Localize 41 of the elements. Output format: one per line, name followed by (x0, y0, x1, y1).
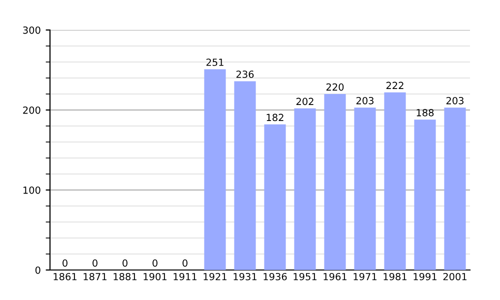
data-label: 203 (356, 96, 374, 104)
data-label: 222 (386, 82, 404, 89)
bar (264, 124, 286, 270)
x-tick-label: 1936 (264, 272, 287, 280)
bar (444, 108, 466, 270)
x-tick-label: 1871 (84, 272, 106, 280)
x-tick-label: 1991 (414, 272, 436, 280)
x-tick-label: 1931 (234, 272, 256, 280)
bar (204, 69, 226, 270)
data-label: 182 (266, 114, 284, 122)
y-tick-label: 0 (35, 266, 40, 274)
bar (384, 92, 406, 270)
data-label: 0 (92, 259, 98, 267)
y-tick-label: 300 (23, 26, 40, 34)
bar (324, 94, 346, 270)
data-label: 0 (152, 259, 158, 267)
bar (294, 108, 316, 270)
data-label: 203 (446, 96, 464, 104)
x-tick-label: 1921 (204, 272, 226, 280)
x-tick-label: 1951 (294, 272, 316, 280)
y-tick-label: 200 (23, 106, 40, 114)
x-tick-label: 1971 (354, 272, 376, 280)
x-tick-label: 1861 (54, 272, 76, 280)
bar (234, 81, 256, 270)
x-tick-label: 1881 (114, 272, 136, 280)
data-label: 220 (326, 83, 344, 91)
x-tick-label: 1901 (144, 272, 166, 280)
data-label: 0 (62, 259, 68, 267)
x-tick-label: 1911 (174, 272, 196, 280)
x-tick-label: 2001 (443, 272, 466, 280)
data-label: 0 (182, 259, 188, 267)
data-label: 188 (416, 108, 434, 116)
x-tick-label: 1981 (384, 272, 406, 280)
data-label: 0 (122, 259, 128, 267)
bar (414, 120, 436, 270)
bar (354, 108, 376, 270)
data-label: 202 (296, 98, 314, 106)
x-tick-label: 1961 (324, 272, 346, 280)
y-tick-label: 100 (23, 186, 40, 194)
data-label: 251 (206, 58, 224, 66)
data-label: 236 (236, 70, 254, 78)
